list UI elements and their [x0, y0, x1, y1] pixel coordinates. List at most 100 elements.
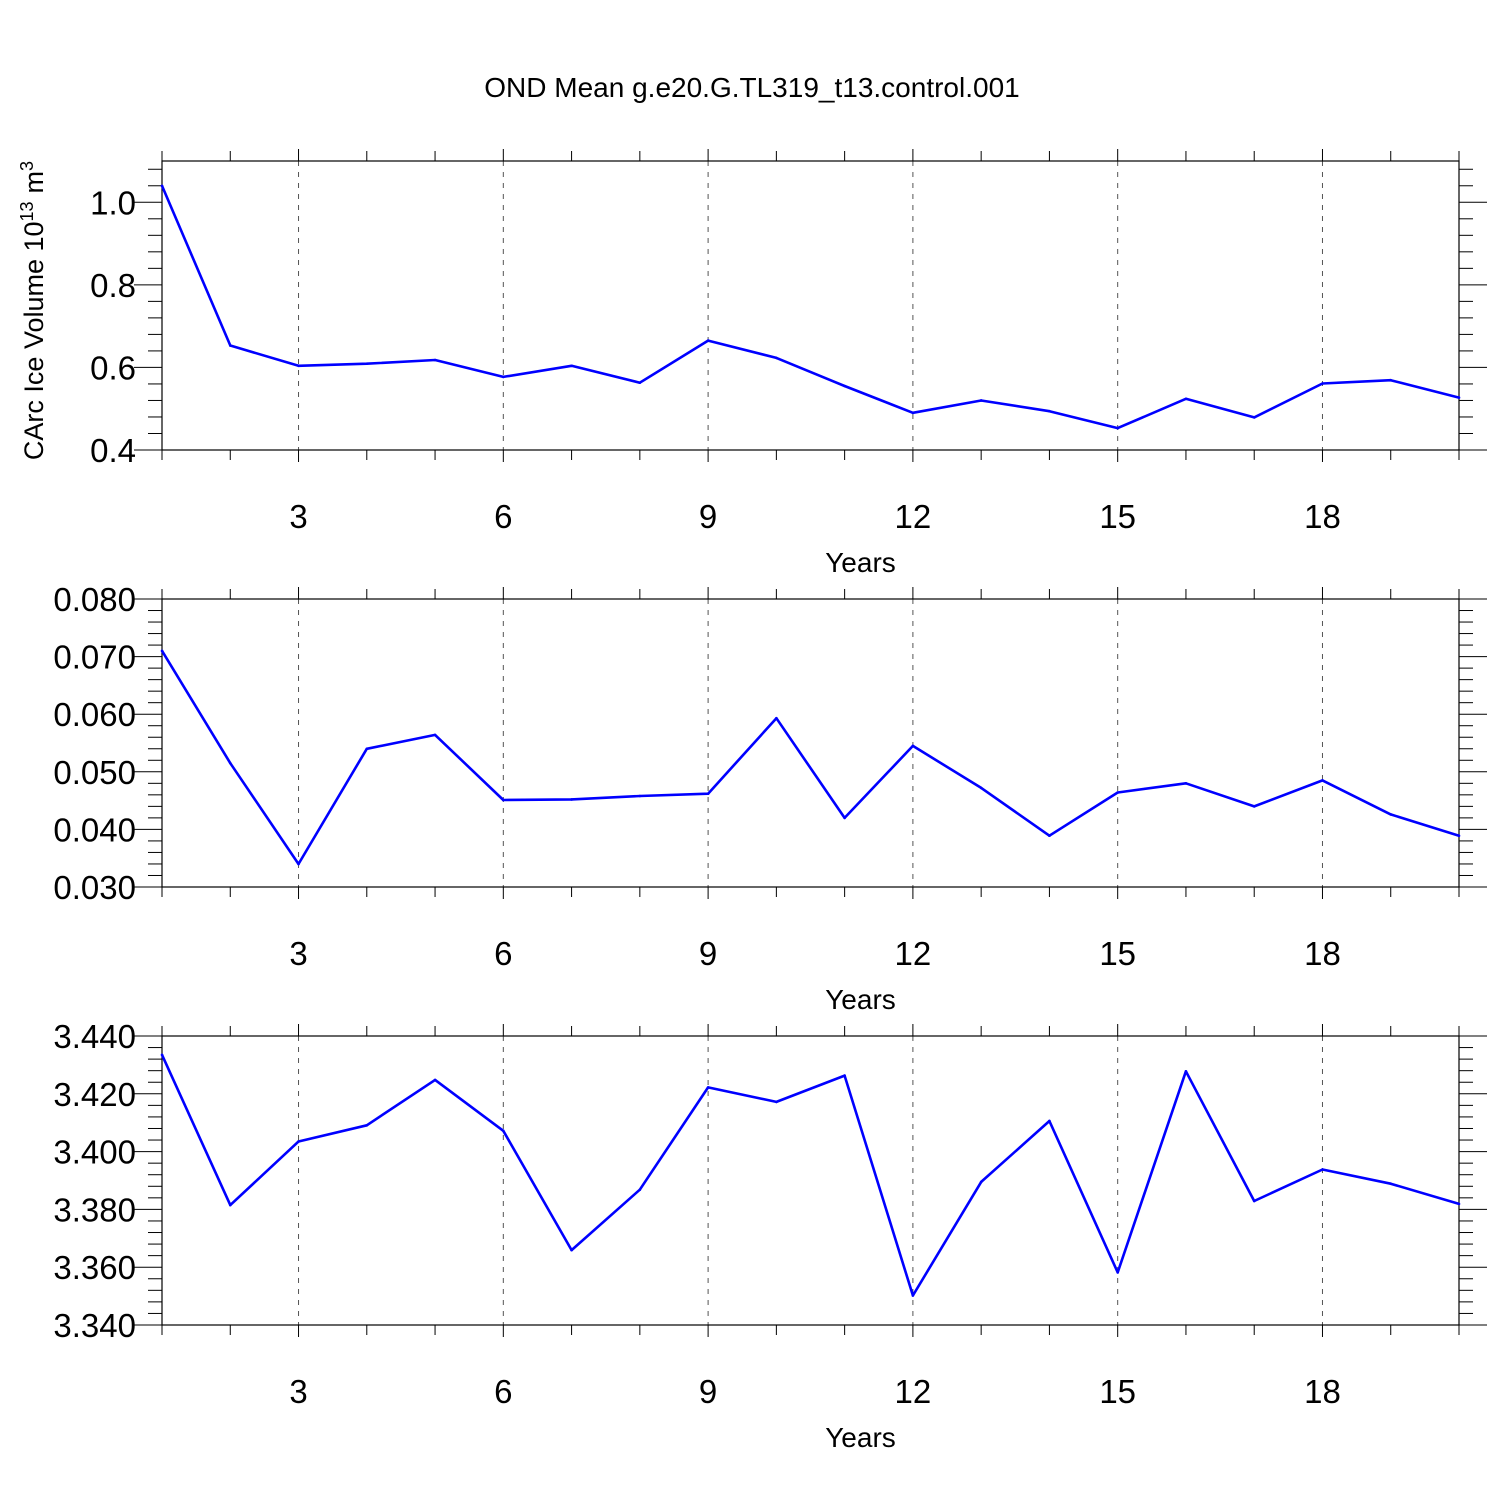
y-tick-label: 0.030	[53, 869, 136, 906]
x-tick-label: 15	[1099, 498, 1136, 535]
data-point	[228, 761, 232, 765]
x-axis-title: Years	[825, 984, 896, 1015]
data-point	[843, 1074, 846, 1077]
x-tick-label: 6	[494, 935, 512, 972]
series-line	[160, 185, 1460, 430]
y-tick-label: 0.070	[53, 639, 136, 676]
x-tick-label: 9	[699, 935, 717, 972]
data-point	[1116, 426, 1119, 430]
y-tick-label: 0.8	[90, 267, 136, 304]
y-tick-label: 3.420	[53, 1076, 136, 1113]
data-point	[1048, 834, 1051, 838]
data-point	[502, 798, 505, 802]
data-point	[911, 411, 915, 415]
panel-2: 3 6 9 12 15 18 Years 0.030 0.040 0.050 0.060 0.070 0…	[53, 581, 1487, 1015]
data-point	[570, 1248, 573, 1252]
data-point	[1389, 813, 1393, 816]
data-point	[365, 1124, 369, 1127]
data-point	[160, 1053, 164, 1057]
x-tick-label: 3	[289, 498, 307, 535]
y-tick-label: 3.360	[53, 1249, 136, 1286]
data-point	[1389, 378, 1393, 382]
data-point	[706, 792, 710, 795]
y-tick-label: 0.050	[53, 754, 136, 791]
data-point	[775, 716, 778, 720]
plot-frame	[161, 160, 1460, 451]
data-point	[160, 184, 164, 188]
data-point	[979, 786, 983, 790]
data-point	[843, 384, 846, 388]
data-point	[1457, 834, 1461, 838]
y-tick-label: 1.0	[90, 184, 136, 221]
data-point	[638, 1188, 642, 1192]
data-point	[775, 356, 778, 360]
data-point	[365, 362, 369, 366]
data-point	[1184, 1069, 1188, 1073]
x-tick-label: 15	[1099, 1373, 1136, 1410]
y-axis-title: CArc Ice Volume 1013m3	[17, 161, 49, 460]
series-line	[160, 650, 1460, 866]
plot-frame	[161, 598, 1460, 888]
data-point	[1321, 779, 1324, 782]
data-point	[706, 339, 710, 342]
data-point	[1252, 1199, 1256, 1203]
x-tick-label: 18	[1304, 498, 1341, 535]
data-point	[1116, 1271, 1119, 1274]
y-tick-label: 3.340	[53, 1307, 136, 1344]
data-point	[570, 364, 573, 368]
series-line	[160, 1054, 1460, 1297]
x-tick-label: 12	[895, 1373, 932, 1410]
y-tick-label: 3.400	[53, 1134, 136, 1171]
data-point	[638, 381, 642, 385]
x-tick-label: 3	[289, 935, 307, 972]
data-point	[1321, 382, 1324, 385]
data-point	[502, 375, 505, 379]
data-point	[365, 747, 369, 751]
data-point	[1457, 1202, 1461, 1206]
data-point	[979, 1180, 983, 1184]
x-axis-title: Years	[825, 1422, 896, 1453]
data-point	[638, 794, 642, 798]
data-point	[1252, 416, 1256, 419]
plot-frame	[161, 1035, 1460, 1326]
x-tick-label: 12	[895, 498, 932, 535]
x-tick-label: 18	[1304, 1373, 1341, 1410]
data-point	[297, 364, 300, 368]
data-point	[911, 1294, 915, 1297]
y-tick-label: 0.060	[53, 696, 136, 733]
y-tick-label: 0.040	[53, 811, 136, 848]
data-point	[228, 344, 232, 347]
data-point	[160, 649, 164, 653]
data-point	[979, 399, 983, 402]
x-tick-label: 3	[289, 1373, 307, 1410]
data-point	[502, 1129, 505, 1133]
data-point	[297, 862, 300, 866]
data-point	[433, 1078, 437, 1082]
x-tick-label: 6	[494, 1373, 512, 1410]
data-point	[1184, 782, 1188, 785]
data-point	[433, 358, 437, 362]
x-tick-label: 18	[1304, 935, 1341, 972]
y-tick-label: 0.6	[90, 349, 136, 386]
data-point	[570, 798, 573, 801]
y-tick-label: 3.380	[53, 1191, 136, 1228]
data-point	[1048, 409, 1051, 413]
y-tick-label: 3.440	[53, 1018, 136, 1055]
data-point	[1184, 397, 1188, 401]
data-point	[1321, 1168, 1324, 1171]
chart-title: OND Mean g.e20.G.TL319_t13.control.001	[484, 72, 1019, 103]
data-point	[228, 1203, 232, 1207]
x-tick-label: 15	[1099, 935, 1136, 972]
x-tick-label: 6	[494, 498, 512, 535]
y-tick-label: 0.4	[90, 432, 136, 469]
data-point	[297, 1140, 300, 1143]
data-point	[1389, 1182, 1393, 1185]
data-point	[433, 733, 437, 737]
data-point	[1252, 805, 1256, 808]
data-point	[775, 1100, 778, 1104]
data-point	[706, 1086, 710, 1089]
x-tick-label: 9	[699, 498, 717, 535]
x-axis-title: Years	[825, 547, 896, 578]
